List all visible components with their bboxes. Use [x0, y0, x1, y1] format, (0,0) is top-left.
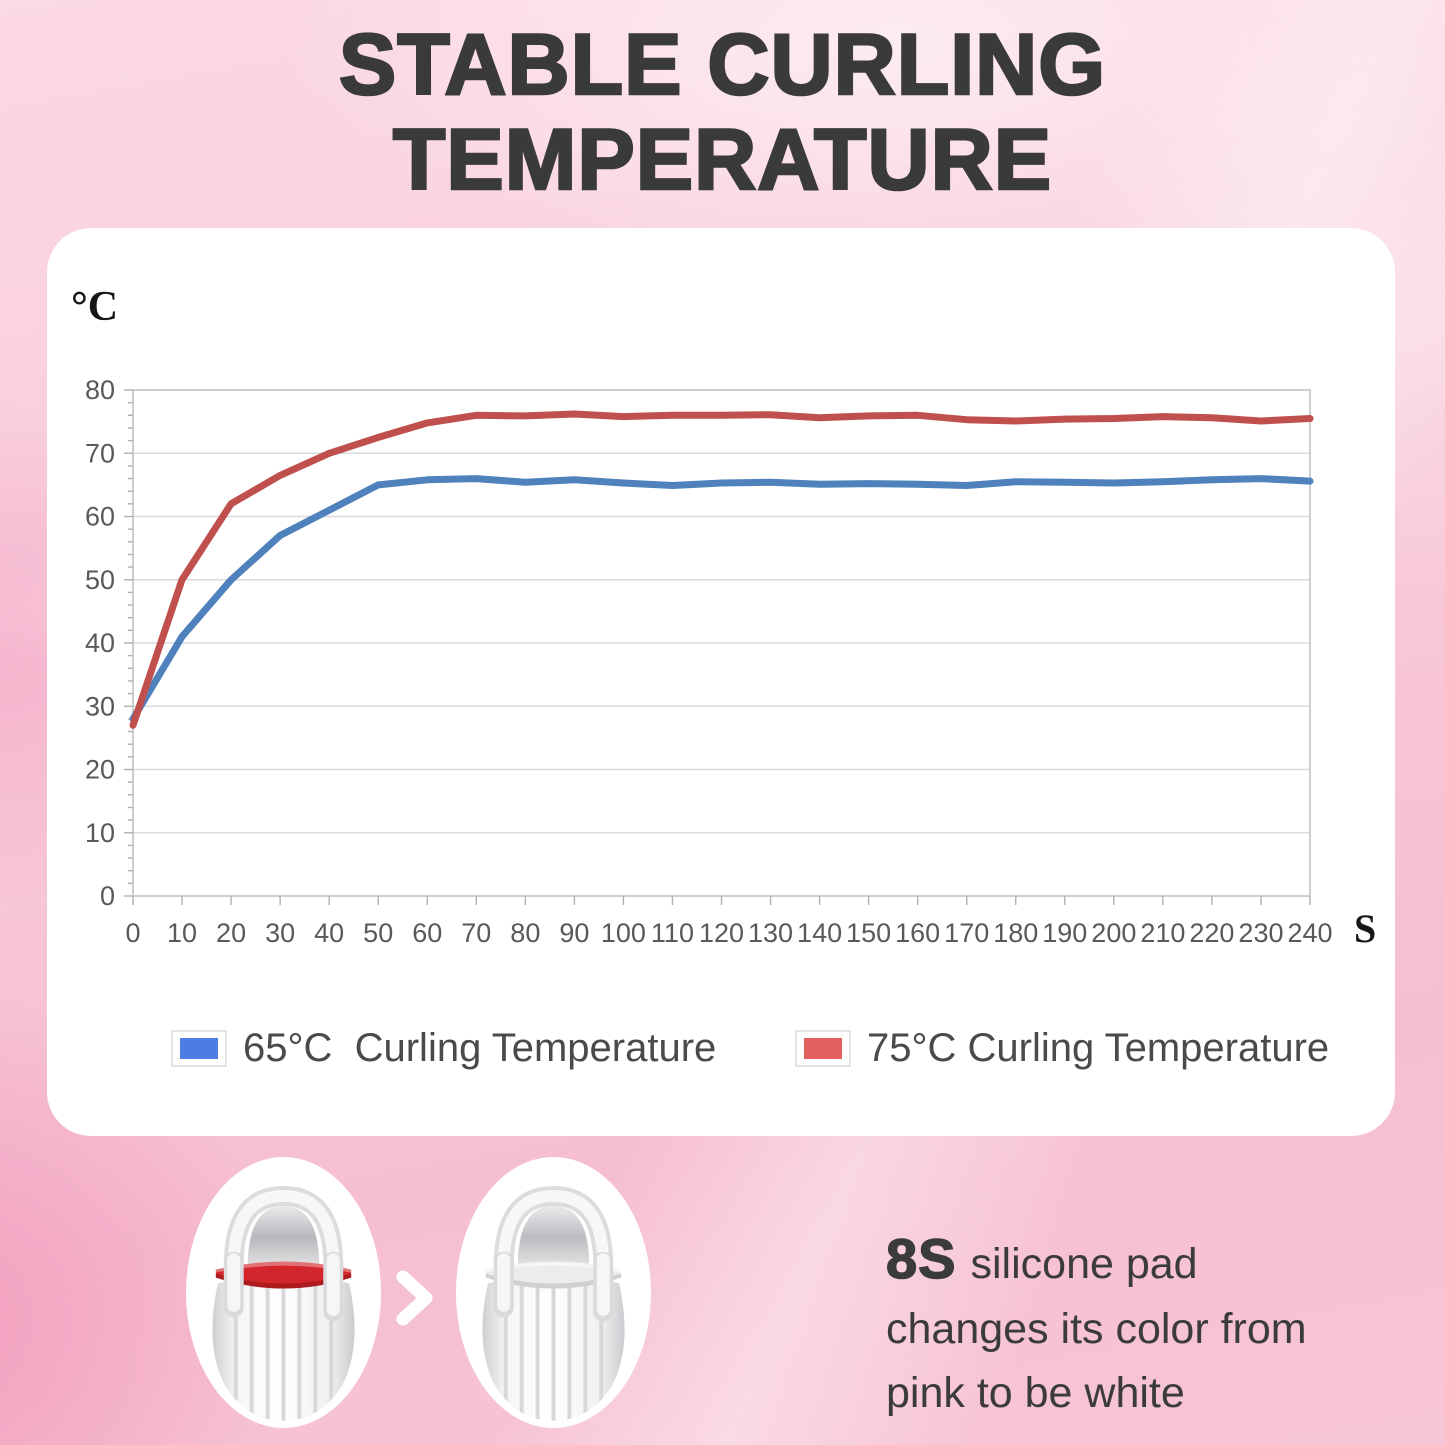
y-tick-label: 20 [85, 755, 115, 785]
page-title-line2: TEMPERATURE [392, 111, 1053, 209]
product-photo-before [186, 1157, 381, 1428]
x-tick-label: 130 [748, 918, 793, 948]
y-tick-label: 80 [85, 375, 115, 405]
x-tick-label: 80 [510, 918, 540, 948]
y-tick-label: 10 [85, 818, 115, 848]
caption-line3: pink to be white [886, 1369, 1185, 1417]
legend-swatch-color-65c [180, 1037, 218, 1059]
handle-face [497, 1190, 610, 1316]
series-line-75c [129, 410, 1314, 729]
x-tick-label: 210 [1140, 918, 1185, 948]
page-title: STABLE CURLING TEMPERATURE [0, 16, 1445, 209]
x-tick-label: 40 [314, 918, 344, 948]
caption-line2: changes its color from [886, 1305, 1307, 1353]
x-tick-label: 200 [1091, 918, 1136, 948]
y-tick-label: 60 [85, 502, 115, 532]
legend-swatch-75c [795, 1029, 851, 1067]
caption: 8S silicone pad changes its color from p… [885, 1226, 1326, 1425]
body-flutes [233, 1275, 334, 1421]
legend-swatch-color-75c [804, 1037, 842, 1059]
legend-label-75c: 75°C Curling Temperature [867, 1025, 1330, 1070]
x-tick-label: 0 [125, 918, 140, 948]
x-tick-label: 70 [461, 918, 491, 948]
y-tick-label: 40 [85, 628, 115, 658]
x-tick-label: 10 [167, 918, 197, 948]
x-tick-label: 170 [944, 918, 989, 948]
silicone-pad-highlight [215, 1261, 352, 1273]
legend-item-75c: 75°C Curling Temperature [795, 1025, 1330, 1070]
caption-highlight: 8S [885, 1226, 957, 1291]
legend-label-65c: 65°C Curling Temperature [243, 1025, 717, 1070]
y-tick-label: 0 [100, 881, 115, 911]
silicone-pad-shadow [485, 1273, 622, 1289]
pad-holder-dome [517, 1205, 590, 1276]
x-tick-label: 120 [699, 918, 744, 948]
x-tick-label: 240 [1287, 918, 1332, 948]
silicone-pad-shadow [215, 1273, 352, 1289]
product-photo-after [456, 1157, 651, 1428]
page-title-line1: STABLE CURLING [338, 16, 1107, 114]
x-axis-unit-label: S [1354, 906, 1376, 951]
body-flutes [503, 1275, 604, 1421]
x-tick-label: 180 [993, 918, 1038, 948]
silicone-pad-highlight [485, 1261, 622, 1273]
x-tick-label: 110 [651, 918, 694, 948]
x-tick-label: 230 [1238, 918, 1283, 948]
x-tick-label: 140 [797, 918, 842, 948]
x-tick-label: 20 [216, 918, 246, 948]
x-tick-label: 90 [559, 918, 589, 948]
silicone-pad [215, 1261, 352, 1289]
chart-card: 0 10 20 30 40 50 60 70 80 0 10 20 30 40 50 60 70 80 90 100 1… [47, 228, 1395, 1136]
pad-holder-dome [247, 1205, 320, 1276]
handle-face [227, 1190, 340, 1316]
x-tick-label: 220 [1189, 918, 1234, 948]
caption-line1: silicone pad [970, 1240, 1198, 1288]
x-tick-label: 60 [412, 918, 442, 948]
x-tick-label: 30 [265, 918, 295, 948]
x-tick-label: 100 [601, 918, 646, 948]
chevron-right-icon [396, 1270, 433, 1326]
eyelash-curler-pink-pad [212, 1186, 355, 1421]
x-tick-label: 50 [363, 918, 393, 948]
legend-item-65c: 65°C Curling Temperature [171, 1025, 717, 1070]
legend-swatch-65c [171, 1029, 227, 1067]
eyelash-curler-white-pad [482, 1186, 625, 1421]
y-axis-unit-label: °C [71, 284, 118, 330]
silicone-pad [485, 1261, 622, 1289]
y-tick-label: 70 [85, 438, 115, 468]
x-tick-label: 150 [846, 918, 891, 948]
x-tick-label: 160 [895, 918, 940, 948]
y-tick-label: 50 [85, 565, 115, 595]
y-tick-label: 30 [85, 691, 115, 721]
series-line-65c [129, 475, 1314, 723]
x-tick-label: 190 [1042, 918, 1087, 948]
